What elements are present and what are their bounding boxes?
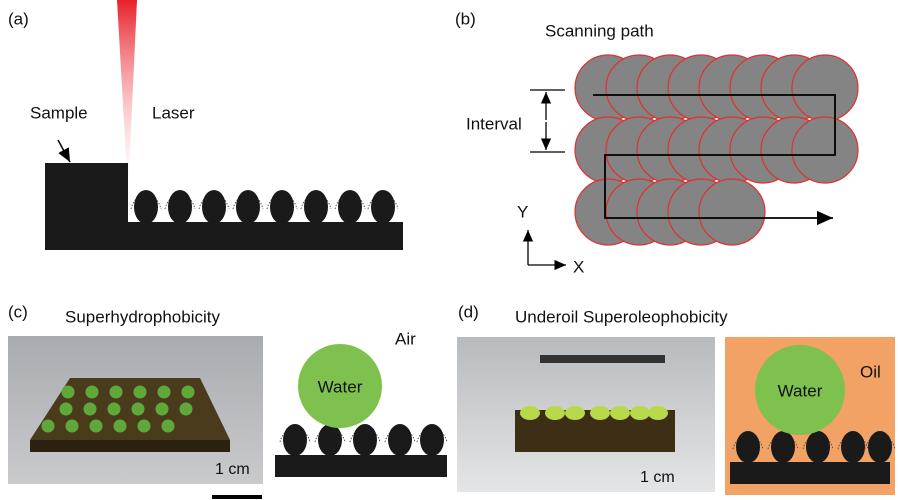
droplet: [109, 385, 123, 399]
bump: [202, 190, 226, 224]
water-label: Water: [318, 377, 363, 396]
bump: [388, 424, 412, 456]
panel-title: Superhydrophobicity: [65, 307, 220, 326]
hair: [164, 193, 196, 210]
scale-bar: [212, 495, 262, 499]
scan-path: [593, 94, 836, 226]
hair: [367, 193, 399, 210]
water-droplet: [755, 345, 845, 435]
droplet: [181, 385, 195, 399]
hair: [266, 193, 298, 210]
droplet: [133, 385, 147, 399]
scale-label: 1 cm: [215, 461, 250, 478]
droplet: [41, 419, 55, 433]
panel-label: (b): [455, 9, 476, 28]
interval-label: Interval: [466, 114, 522, 133]
droplet: [61, 385, 75, 399]
droplet: [157, 385, 171, 399]
substrate: [128, 222, 403, 250]
bump: [270, 190, 294, 224]
laser-spot: [698, 178, 766, 246]
panel-label: (c): [8, 302, 28, 321]
photo-sample: [30, 378, 230, 440]
photo-sample-edge: [30, 440, 230, 452]
sample-block: [45, 163, 128, 250]
water-droplet: [298, 344, 382, 428]
panel-d: (d) Underoil Superoleophobicity 1 cm Wat…: [457, 302, 896, 495]
droplet: [630, 406, 650, 420]
droplet: [565, 406, 585, 420]
droplet: [85, 385, 99, 399]
hair: [334, 193, 366, 210]
panel-title: Underoil Superoleophobicity: [515, 307, 728, 326]
bump: [283, 424, 307, 456]
bump: [236, 190, 260, 224]
bump: [304, 190, 328, 224]
panel-b: (b) Scanning path Interval Y X: [455, 9, 859, 276]
panel-c: (c) Superhydrophobicity 1 cm Water Air: [8, 302, 448, 499]
laser-label: Laser: [152, 103, 195, 122]
arrow: [57, 139, 71, 163]
droplet: [89, 419, 103, 433]
droplet: [65, 419, 79, 433]
droplet: [520, 406, 540, 420]
bump: [868, 431, 892, 463]
water-label: Water: [778, 381, 823, 400]
bump: [353, 424, 377, 456]
bump: [771, 431, 795, 463]
bump: [420, 424, 444, 456]
droplet: [155, 402, 169, 416]
bump: [318, 424, 342, 456]
substrate: [730, 462, 890, 484]
laser-beam: [117, 0, 137, 192]
droplet: [590, 406, 610, 420]
bump: [736, 431, 760, 463]
laser-spot: [791, 116, 859, 184]
droplet: [161, 419, 175, 433]
panel-label: (a): [8, 9, 29, 28]
bump: [371, 190, 395, 224]
bump: [338, 190, 362, 224]
hair: [300, 193, 332, 210]
panel-title: Scanning path: [545, 21, 654, 40]
hair: [198, 193, 230, 210]
droplet: [137, 419, 151, 433]
droplet: [83, 402, 97, 416]
droplet: [648, 406, 668, 420]
bump: [806, 431, 830, 463]
oil-label: Oil: [860, 362, 881, 381]
droplet: [610, 406, 630, 420]
bump: [168, 190, 192, 224]
scale-label: 1 cm: [640, 469, 675, 486]
droplet: [59, 402, 73, 416]
droplet: [545, 406, 565, 420]
microstructures: [732, 431, 896, 463]
air-label: Air: [395, 329, 416, 348]
sample-label: Sample: [30, 103, 88, 122]
droplet: [179, 402, 193, 416]
x-axis-label: X: [573, 257, 584, 276]
bump: [841, 431, 865, 463]
microstructures: [130, 190, 399, 224]
photo-droplets: [41, 385, 195, 433]
droplet: [113, 419, 127, 433]
droplet: [107, 402, 121, 416]
droplet: [131, 402, 145, 416]
hair: [232, 193, 264, 210]
y-axis-label: Y: [517, 202, 528, 221]
substrate: [275, 455, 447, 477]
panel-label: (d): [458, 302, 479, 321]
bump: [134, 190, 158, 224]
laser-spots: [574, 54, 859, 246]
photo-droplets: [520, 406, 668, 420]
panel-a: (a) Sample Laser: [8, 0, 403, 250]
photo-holder: [540, 355, 665, 363]
hair: [130, 193, 162, 210]
laser-spot: [791, 54, 859, 122]
microstructures: [279, 424, 448, 456]
